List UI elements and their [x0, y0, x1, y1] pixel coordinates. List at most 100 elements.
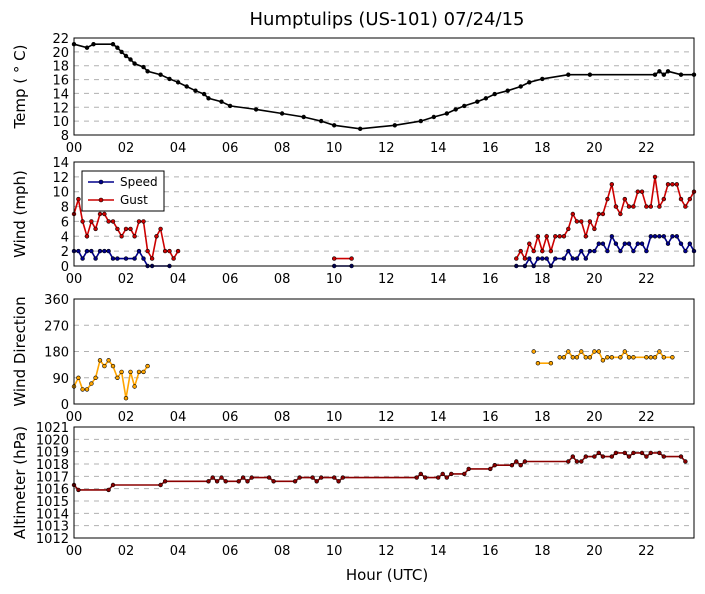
data-point — [665, 241, 671, 246]
data-point — [648, 450, 653, 456]
data-point — [544, 256, 549, 261]
data-point — [227, 103, 233, 109]
data-point — [527, 80, 532, 85]
data-point — [622, 241, 627, 246]
data-point — [115, 226, 120, 232]
data-point — [449, 471, 454, 477]
data-point — [648, 204, 653, 209]
data-point — [574, 256, 580, 261]
x-tick-label: 06 — [222, 410, 239, 425]
data-point — [566, 349, 571, 354]
data-point — [128, 57, 133, 62]
data-point — [592, 248, 597, 254]
data-point — [618, 248, 623, 254]
y-tick-label: 12 — [52, 101, 69, 116]
data-point — [535, 256, 541, 261]
data-point — [622, 450, 627, 456]
data-point — [631, 450, 636, 456]
data-point — [548, 361, 554, 366]
data-point — [149, 256, 155, 261]
data-point — [531, 248, 536, 254]
data-point — [423, 475, 428, 480]
data-point — [206, 479, 211, 484]
data-point — [128, 226, 133, 232]
panel-alt: 1012101310141015101610171018101910201021… — [11, 421, 695, 559]
data-point — [639, 450, 645, 456]
data-point — [522, 256, 528, 261]
y-tick-label: 180 — [44, 346, 69, 361]
data-point — [483, 96, 489, 101]
data-point — [566, 248, 571, 254]
data-point — [102, 211, 107, 217]
x-tick-label: 06 — [222, 272, 239, 287]
x-tick-label: 12 — [378, 544, 395, 559]
data-point — [674, 182, 679, 187]
data-point — [97, 358, 103, 363]
data-point — [670, 182, 675, 187]
data-point — [136, 219, 142, 224]
data-point — [93, 375, 98, 380]
data-point — [76, 248, 81, 254]
data-point — [587, 219, 593, 224]
y-tick-label: 1013 — [36, 520, 69, 535]
x-tick-label: 14 — [430, 272, 447, 287]
data-point — [340, 475, 345, 480]
data-point — [644, 454, 649, 459]
data-point — [639, 189, 645, 194]
x-tick-label: 02 — [118, 544, 135, 559]
panel-frame — [73, 426, 695, 539]
data-point — [80, 219, 85, 224]
legend-box — [81, 170, 165, 212]
data-point — [418, 471, 423, 477]
data-point — [132, 256, 137, 261]
data-point — [492, 463, 497, 468]
data-point — [600, 241, 606, 246]
data-point — [119, 369, 124, 375]
data-point — [683, 459, 688, 464]
y-tick-label: 1017 — [36, 470, 69, 485]
data-point — [175, 80, 181, 85]
data-point — [622, 349, 627, 354]
data-point — [431, 114, 436, 120]
data-point — [514, 256, 519, 261]
y-axis-label-temp: Temp ( ° C) — [11, 45, 29, 130]
x-tick-label: 04 — [170, 410, 187, 425]
data-point — [466, 466, 471, 472]
data-point — [631, 355, 636, 360]
data-point — [561, 355, 567, 360]
x-tick-label: 18 — [534, 410, 551, 425]
data-point — [661, 454, 666, 459]
data-point — [670, 355, 675, 360]
data-point — [475, 99, 480, 104]
data-point — [414, 475, 419, 480]
data-point — [249, 475, 254, 480]
data-point — [652, 234, 658, 239]
data-point — [162, 248, 168, 254]
x-tick-label: 20 — [586, 272, 603, 287]
x-tick-label: 06 — [222, 544, 239, 559]
data-point — [358, 126, 363, 132]
y-tick-label: 8 — [61, 129, 69, 144]
y-axis-label-dir: Wind Direction — [11, 296, 29, 406]
data-point — [661, 355, 666, 360]
data-point — [245, 479, 250, 484]
data-point — [84, 387, 90, 392]
panel-frame — [73, 37, 695, 136]
data-point — [76, 196, 81, 202]
data-point — [540, 256, 545, 261]
data-point — [678, 454, 684, 459]
data-point — [158, 72, 163, 77]
data-point — [592, 349, 597, 354]
data-point — [488, 466, 493, 472]
data-point — [136, 248, 142, 254]
y-tick-label: 16 — [52, 74, 69, 89]
data-point — [332, 475, 337, 480]
data-point — [522, 459, 528, 464]
data-point — [527, 241, 532, 246]
data-point — [223, 479, 228, 484]
data-point — [162, 479, 168, 484]
x-tick-label: 06 — [222, 141, 239, 156]
data-point — [570, 211, 575, 217]
y-tick-label: 1012 — [36, 532, 69, 547]
